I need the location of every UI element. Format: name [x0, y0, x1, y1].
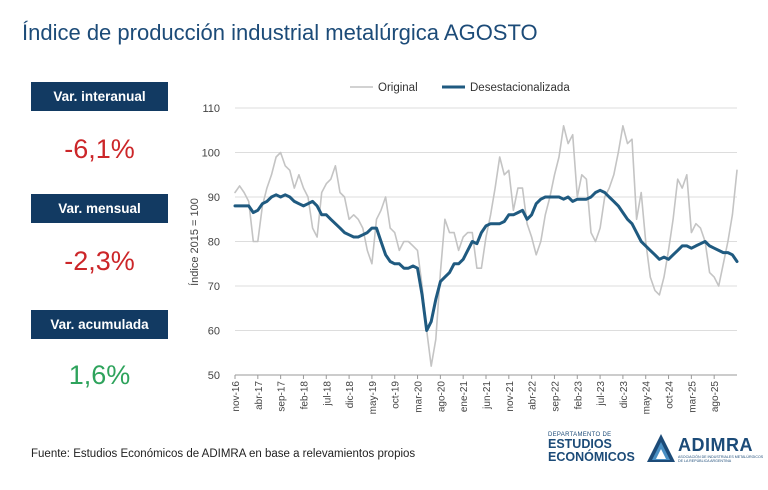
series-line-original [234, 125, 738, 367]
kpi-value-interanual: -6,1% [64, 134, 135, 164]
x-tick-label: jul-18 [322, 381, 333, 407]
y-tick-label: 80 [208, 237, 220, 249]
y-tick-label: 50 [208, 370, 220, 382]
x-tick-label: dic-23 [619, 381, 630, 409]
kpi-label-interanual: Var. interanual [31, 82, 168, 111]
x-tick-label: jul-23 [596, 381, 607, 407]
x-tick-label: dic-18 [345, 381, 356, 409]
y-tick-label: 100 [202, 148, 220, 160]
x-tick-label: oct-19 [391, 381, 402, 409]
line-chart: 50 60 70 80 90 100 110 Índice 2015 = 100 nov-16 a… [188, 82, 739, 415]
y-tick-label: 90 [208, 192, 220, 204]
x-tick-label: ago-20 [436, 381, 447, 413]
x-tick-label: feb-23 [573, 381, 584, 410]
x-tick-label: oct-24 [665, 381, 676, 409]
x-tick-label: sep-22 [550, 381, 561, 412]
adimra-subtitle: ASOCIACIÓN DE INDUSTRIALES METALÚRGICOS … [678, 455, 764, 463]
kpi-value-acumulada: 1,6% [68, 360, 131, 390]
legend-label: Desestacionalizada [470, 82, 570, 94]
x-tick-label: ago-25 [710, 381, 721, 413]
x-tick-label: abr-22 [528, 381, 539, 410]
x-tick-label: feb-18 [299, 381, 310, 410]
kpi-label-mensual: Var. mensual [31, 194, 168, 223]
page-title: Índice de producción industrial metalúrg… [22, 20, 538, 45]
logo-ee-small: DEPARTAMENTO DE [548, 432, 612, 438]
kpi-label-acumulada: Var. acumulada [31, 310, 168, 339]
kpi-value-mensual: -2,3% [64, 246, 135, 276]
x-tick-label: mar-20 [414, 381, 425, 413]
x-tick-label: sep-17 [277, 381, 288, 412]
y-tick-label: 60 [208, 326, 220, 338]
x-tick-label: nov-16 [231, 381, 242, 412]
x-tick-label: may-24 [642, 381, 653, 415]
series-line-desestacionalizada [233, 188, 739, 332]
y-tick-label: 70 [208, 281, 220, 293]
y-axis-title: Índice 2015 = 100 [188, 198, 201, 286]
adimra-mark-icon [647, 434, 675, 462]
x-tick-label: abr-17 [254, 381, 265, 410]
source-note: Fuente: Estudios Económicos de ADIMRA en… [31, 448, 416, 460]
x-tick-label: nov-21 [505, 381, 516, 412]
adimra-name: ADIMRA [678, 435, 753, 455]
x-tick-label: ene-21 [459, 381, 470, 413]
legend-label: Original [378, 82, 418, 94]
adimra-logo: ADIMRA ASOCIACIÓN DE INDUSTRIALES METALÚ… [646, 433, 763, 468]
logo-ee-line1: ESTUDIOS [548, 437, 612, 451]
x-tick-label: mar-25 [687, 381, 698, 413]
y-tick-label: 110 [202, 103, 220, 115]
logo-ee-line2: ECONÓMICOS [548, 450, 635, 464]
x-tick-label: may-19 [368, 381, 379, 415]
estudios-economicos-logo: DEPARTAMENTO DE ESTUDIOS ECONÓMICOS [548, 432, 635, 464]
x-tick-label: jun-21 [482, 381, 493, 410]
